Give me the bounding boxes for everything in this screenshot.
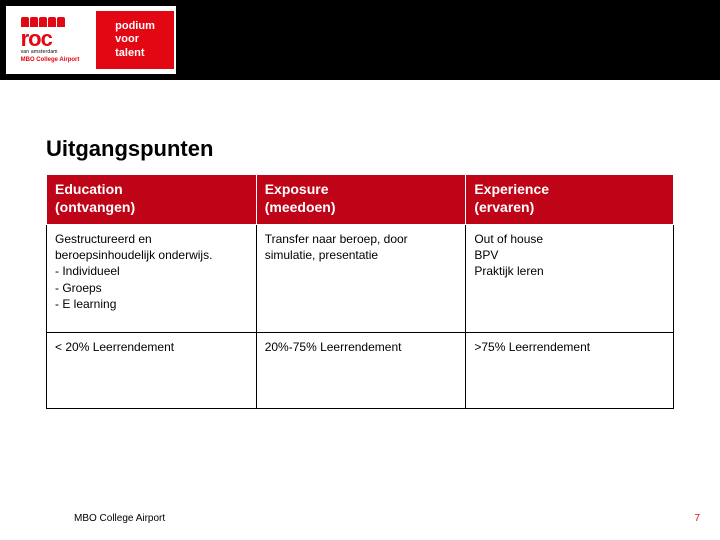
col-header-line1: Education — [55, 181, 123, 197]
col-header-line2: (ervaren) — [474, 199, 534, 215]
col-header-exposure: Exposure (meedoen) — [256, 175, 466, 225]
logo-tagline: podium voor talent — [115, 20, 155, 60]
logo-roc: roc van amsterdam MBO College Airport — [21, 17, 80, 64]
logo-block: roc van amsterdam MBO College Airport po… — [6, 6, 176, 74]
cell-r1c0: < 20% Leerrendement — [47, 333, 257, 409]
table-row: Gestructureerd en beroepsinhoudelijk ond… — [47, 225, 674, 333]
table-row: < 20% Leerrendement 20%-75% Leerrendemen… — [47, 333, 674, 409]
tagline-line2: voor — [115, 33, 139, 45]
col-header-education: Education (ontvangen) — [47, 175, 257, 225]
col-header-line1: Experience — [474, 181, 549, 197]
cell-r1c2: >75% Leerrendement — [466, 333, 674, 409]
col-header-line1: Exposure — [265, 181, 329, 197]
page-number: 7 — [694, 513, 700, 524]
slide-title: Uitgangspunten — [46, 136, 213, 162]
cell-r0c1: Transfer naar beroep, door simulatie, pr… — [256, 225, 466, 333]
col-header-line2: (meedoen) — [265, 199, 336, 215]
logo-sub2: MBO College Airport — [21, 57, 80, 63]
logo-roc-text: roc — [21, 29, 52, 49]
table-header-row: Education (ontvangen) Exposure (meedoen)… — [47, 175, 674, 225]
col-header-experience: Experience (ervaren) — [466, 175, 674, 225]
col-header-line2: (ontvangen) — [55, 199, 135, 215]
cell-r0c2: Out of house BPV Praktijk leren — [466, 225, 674, 333]
header-bar: roc van amsterdam MBO College Airport po… — [0, 0, 720, 80]
principles-table: Education (ontvangen) Exposure (meedoen)… — [46, 174, 674, 409]
tagline-line1: podium — [115, 20, 155, 32]
logo-sub1: van amsterdam — [21, 49, 58, 55]
tagline-line3: talent — [115, 47, 144, 59]
logo-left: roc van amsterdam MBO College Airport — [6, 6, 94, 74]
cell-r1c1: 20%-75% Leerrendement — [256, 333, 466, 409]
slide: roc van amsterdam MBO College Airport po… — [0, 0, 720, 540]
footer-text: MBO College Airport — [74, 513, 165, 524]
logo-tagline-box: podium voor talent — [96, 11, 174, 69]
cell-r0c0: Gestructureerd en beroepsinhoudelijk ond… — [47, 225, 257, 333]
